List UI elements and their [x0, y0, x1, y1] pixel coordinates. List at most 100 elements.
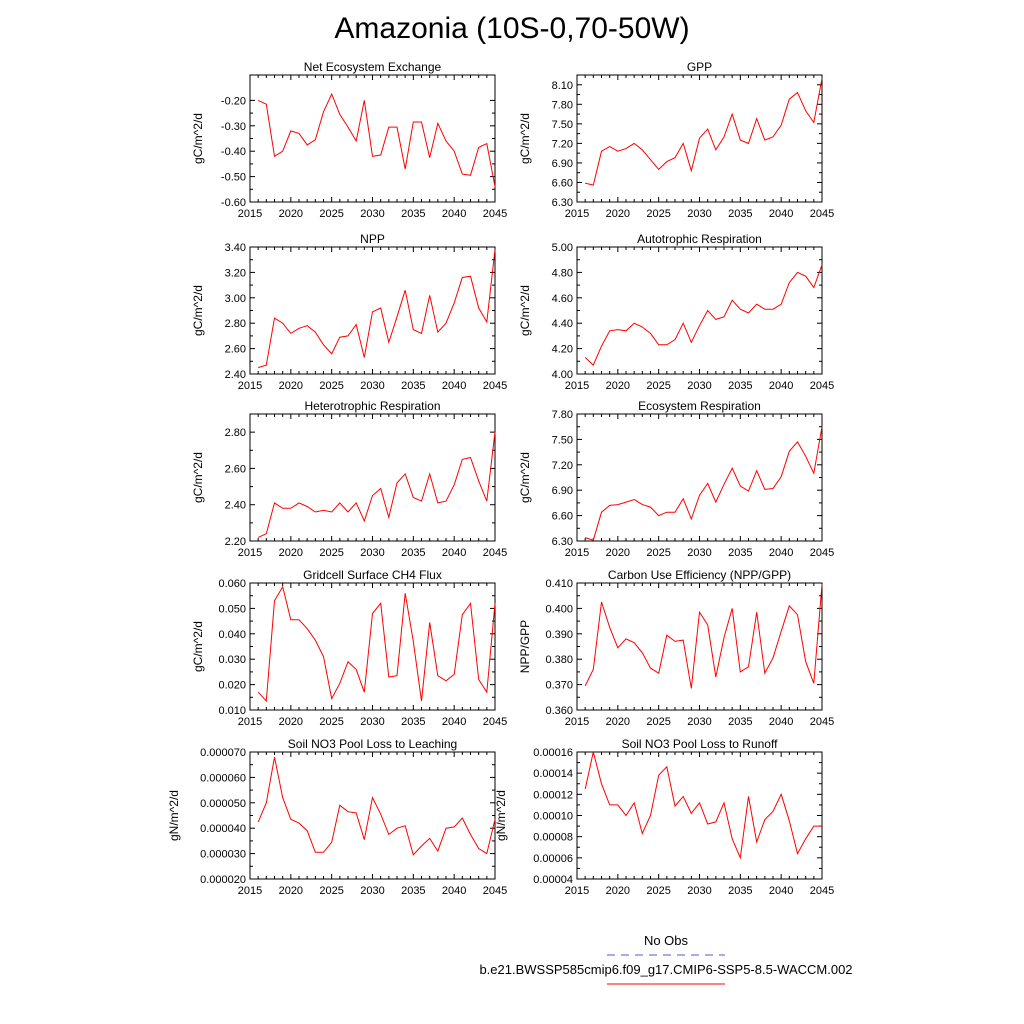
- x-tick-label: 2025: [319, 380, 343, 392]
- x-tick-label: 2040: [442, 547, 466, 559]
- x-tick-label: 2045: [483, 547, 507, 559]
- x-tick-label: 2040: [769, 208, 793, 220]
- x-tick-label: 2045: [483, 208, 507, 220]
- plot-frame: [249, 246, 496, 375]
- x-tick-label: 2025: [646, 208, 670, 220]
- y-tick-label: 2.20: [225, 536, 246, 548]
- x-tick-label: 2030: [687, 547, 711, 559]
- y-axis-label: gC/m^2/d: [191, 113, 205, 164]
- chart-title: Autotrophic Respiration: [637, 232, 762, 246]
- y-axis-label: gC/m^2/d: [518, 285, 532, 336]
- chart-title: GPP: [687, 60, 712, 74]
- chart-title: Carbon Use Efficiency (NPP/GPP): [608, 568, 791, 582]
- y-tick-label: 2.60: [225, 463, 246, 475]
- chart-panel-0: Net Ecosystem Exchange 2015 2020 2025 2030 20…: [191, 60, 507, 220]
- x-tick-label: 2020: [279, 208, 303, 220]
- y-tick-label: -0.30: [221, 121, 246, 133]
- x-tick-label: 2040: [442, 380, 466, 392]
- x-tick-label: 2030: [687, 380, 711, 392]
- chart-title: Ecosystem Respiration: [638, 399, 761, 413]
- x-tick-label: 2025: [646, 380, 670, 392]
- y-tick-label: 7.80: [552, 409, 573, 421]
- series-line: [584, 584, 823, 689]
- chart-panel-4: Heterotrophic Respiration 2015 2020 2025 203…: [191, 399, 507, 559]
- x-tick-label: 2015: [565, 380, 589, 392]
- y-tick-label: 0.000070: [200, 747, 246, 759]
- series-line: [257, 92, 496, 187]
- chart-title: Soil NO3 Pool Loss to Leaching: [288, 737, 457, 751]
- x-tick-label: 2020: [606, 380, 630, 392]
- x-tick-label: 2020: [279, 716, 303, 728]
- x-tick-label: 2020: [606, 547, 630, 559]
- series-line: [585, 426, 823, 541]
- chart-title: Gridcell Surface CH4 Flux: [303, 568, 442, 582]
- y-tick-label: 2.80: [225, 427, 246, 439]
- x-tick-label: 2035: [728, 208, 752, 220]
- x-tick-label: 2030: [360, 208, 384, 220]
- x-tick-label: 2035: [401, 380, 425, 392]
- chart-panel-8: Soil NO3 Pool Loss to Leaching 2015 2020 20…: [167, 737, 507, 897]
- y-tick-label: 6.60: [552, 511, 573, 523]
- y-tick-label: 0.400: [545, 603, 573, 615]
- y-tick-label: 0.00008: [533, 832, 573, 844]
- y-tick-label: 6.30: [552, 197, 573, 209]
- y-tick-label: 0.00014: [533, 768, 573, 780]
- x-tick-label: 2015: [238, 885, 262, 897]
- x-tick-label: 2025: [646, 885, 670, 897]
- plot-frame: [249, 413, 496, 542]
- plot-frame: [576, 246, 823, 375]
- series-line: [584, 264, 823, 366]
- x-tick-label: 2015: [238, 716, 262, 728]
- x-tick-label: 2025: [646, 716, 670, 728]
- y-tick-label: -0.20: [221, 95, 246, 107]
- y-tick-label: 4.60: [552, 293, 573, 305]
- y-tick-label: 0.000040: [200, 823, 246, 835]
- x-tick-label: 2045: [483, 885, 507, 897]
- x-tick-label: 2045: [810, 885, 834, 897]
- y-tick-label: 7.20: [552, 138, 573, 150]
- y-tick-label: 0.370: [545, 680, 573, 692]
- x-tick-label: 2040: [442, 716, 466, 728]
- x-tick-label: 2025: [319, 716, 343, 728]
- x-tick-label: 2020: [279, 547, 303, 559]
- plot-frame: [249, 74, 496, 203]
- x-tick-label: 2035: [401, 208, 425, 220]
- chart-panel-7: Carbon Use Efficiency (NPP/GPP) 2015 2020 2…: [518, 568, 834, 728]
- x-tick-label: 2035: [728, 885, 752, 897]
- x-tick-label: 2045: [810, 208, 834, 220]
- chart-title: Net Ecosystem Exchange: [304, 60, 442, 74]
- x-tick-label: 2015: [565, 716, 589, 728]
- y-tick-label: 0.000060: [200, 772, 246, 784]
- x-tick-label: 2025: [319, 208, 343, 220]
- x-tick-label: 2040: [769, 885, 793, 897]
- plot-frame: [576, 582, 823, 711]
- y-tick-label: 6.60: [552, 177, 573, 189]
- x-tick-label: 2045: [810, 547, 834, 559]
- y-tick-label: 2.40: [225, 369, 246, 381]
- y-tick-label: 6.30: [552, 536, 573, 548]
- x-tick-label: 2040: [442, 208, 466, 220]
- chart-title: Heterotrophic Respiration: [304, 399, 440, 413]
- y-tick-label: 3.00: [225, 293, 246, 305]
- x-tick-label: 2035: [401, 885, 425, 897]
- x-tick-label: 2015: [565, 885, 589, 897]
- y-tick-label: 0.000020: [200, 874, 246, 886]
- x-tick-label: 2020: [606, 208, 630, 220]
- x-tick-label: 2035: [728, 547, 752, 559]
- y-tick-label: 5.00: [552, 242, 573, 254]
- legend-obs-label: No Obs: [643, 933, 689, 948]
- series-line: [257, 757, 496, 856]
- x-tick-label: 2015: [565, 208, 589, 220]
- x-tick-label: 2040: [769, 716, 793, 728]
- chart-panel-2: NPP 2015 2020 2025 2030 2035 2040 2045 2.40 2.60 2…: [191, 232, 507, 392]
- y-tick-label: -0.60: [221, 197, 246, 209]
- chart-panel-5: Ecosystem Respiration 2015 2020 2025 2030 203…: [518, 399, 834, 559]
- y-axis-label: NPP/GPP: [518, 620, 532, 673]
- x-tick-label: 2020: [606, 885, 630, 897]
- y-tick-label: 3.20: [225, 267, 246, 279]
- y-tick-label: 0.360: [545, 705, 573, 717]
- x-tick-label: 2030: [360, 716, 384, 728]
- y-tick-label: 8.10: [552, 80, 573, 92]
- plot-frame: [576, 413, 823, 542]
- x-tick-label: 2030: [687, 208, 711, 220]
